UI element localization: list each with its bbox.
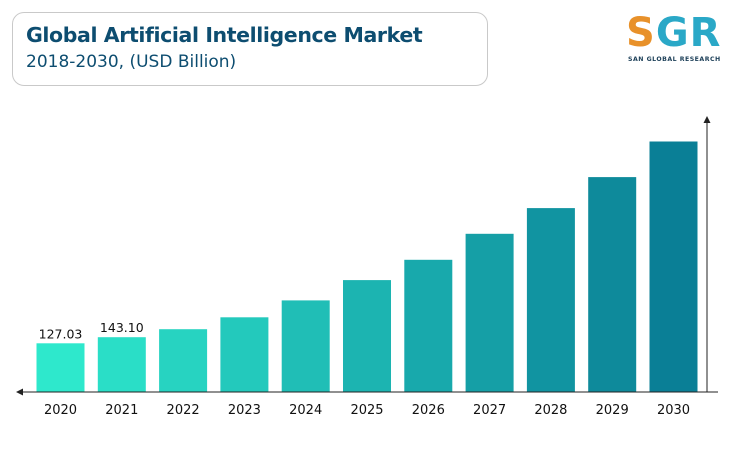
chart-title: Global Artificial Intelligence Market <box>26 23 423 47</box>
logo-letters-gr: GR <box>655 10 722 56</box>
x-tick-label-2030: 2030 <box>657 403 690 418</box>
bar-2025 <box>343 280 391 392</box>
data-label-2021: 143.10 <box>100 320 144 335</box>
title-box: Global Artificial Intelligence Market 20… <box>12 12 488 86</box>
x-tick-label-2025: 2025 <box>350 403 383 418</box>
logo-tagline: SAN GLOBAL RESEARCH <box>628 56 721 63</box>
y-axis-arrow <box>703 116 711 123</box>
x-tick-label-2026: 2026 <box>412 403 445 418</box>
bar-2027 <box>465 233 514 392</box>
logo-letters: SGR <box>626 10 721 56</box>
logo-letter-s: S <box>626 10 656 56</box>
x-tick-label-2024: 2024 <box>289 403 322 418</box>
x-tick-label-2020: 2020 <box>44 403 77 418</box>
x-tick-label-2027: 2027 <box>473 403 506 418</box>
x-axis-arrow <box>16 388 23 396</box>
data-label-2020: 127.03 <box>39 326 83 341</box>
bar-2022 <box>159 329 208 392</box>
bar-2029 <box>588 177 637 392</box>
x-tick-label-2021: 2021 <box>105 403 138 418</box>
bar-2024 <box>281 300 330 392</box>
bar-2030 <box>649 141 698 392</box>
bar-2021 <box>97 337 146 392</box>
bar-2023 <box>220 317 269 392</box>
x-tick-label-2023: 2023 <box>228 403 261 418</box>
x-tick-label-2028: 2028 <box>534 403 567 418</box>
bar-2026 <box>404 259 453 392</box>
x-tick-label-2029: 2029 <box>596 403 629 418</box>
sgr-logo: SGR SAN GLOBAL RESEARCH <box>620 10 725 70</box>
x-tick-label-2022: 2022 <box>167 403 200 418</box>
bar-2020 <box>36 343 85 392</box>
bar-2028 <box>526 208 575 392</box>
chart-subtitle: 2018-2030, (USD Billion) <box>26 52 237 72</box>
